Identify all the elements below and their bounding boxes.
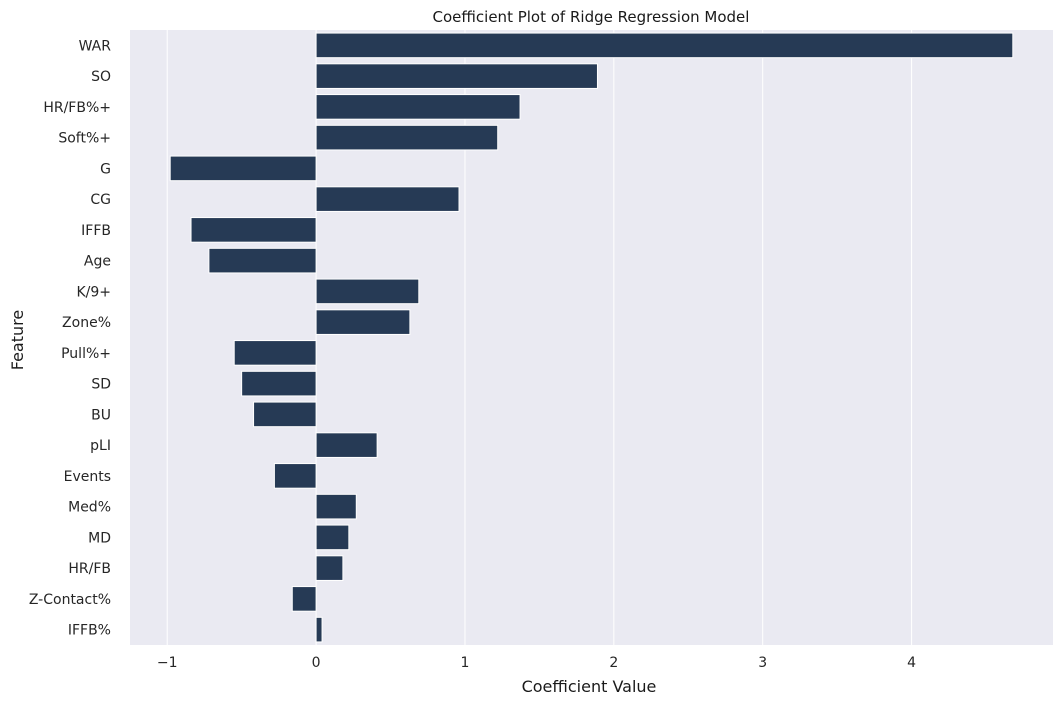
- chart-title: Coefficient Plot of Ridge Regression Mod…: [433, 8, 750, 26]
- y-tick-label: WAR: [79, 38, 112, 54]
- bar-iffb-: [315, 616, 323, 643]
- bar-med-: [315, 493, 357, 520]
- y-tick-label: G: [100, 161, 111, 177]
- bar-sd: [241, 370, 317, 397]
- bar-md: [315, 524, 350, 551]
- plot-background: [130, 30, 1053, 645]
- x-tick-labels: −1 0 1 2 3 4: [157, 655, 916, 671]
- y-tick-label: Soft%+: [58, 131, 111, 147]
- y-tick-label: Age: [84, 254, 111, 270]
- y-tick-label: pLI: [90, 438, 111, 454]
- y-tick-label: BU: [91, 407, 111, 423]
- y-tick-label: K/9+: [76, 284, 111, 300]
- y-tick-label: Z-Contact%: [29, 592, 111, 608]
- y-tick-label: SO: [91, 69, 111, 85]
- bar-bu: [253, 401, 317, 428]
- y-tick-labels: WAR SO HR/FB%+ Soft%+ G CG IFFB Age K/9+ Zone% Pul…: [29, 38, 111, 638]
- y-tick-label: IFFB%: [68, 623, 111, 639]
- y-tick-label: Med%: [68, 500, 111, 516]
- bar-so: [315, 63, 598, 89]
- bar-pli: [315, 432, 378, 458]
- bar-hr-fb-: [315, 94, 521, 120]
- bar-g: [169, 155, 317, 182]
- bar-pull-: [233, 340, 317, 366]
- x-tick-label: 1: [460, 655, 469, 671]
- y-axis-label: Feature: [8, 310, 27, 370]
- bar-cg: [315, 186, 460, 212]
- y-tick-label: CG: [90, 192, 111, 208]
- y-tick-label: IFFB: [81, 223, 111, 239]
- x-axis-label: Coefficient Value: [522, 677, 657, 696]
- x-tick-label: 2: [609, 655, 618, 671]
- bar-iffb: [190, 217, 317, 243]
- bar-hr-fb: [315, 555, 344, 581]
- bar-z-contact-: [291, 586, 317, 612]
- y-tick-label: MD: [88, 530, 111, 546]
- x-tick-label: 4: [907, 655, 916, 671]
- y-tick-label: HR/FB%+: [43, 100, 111, 116]
- x-tick-label: 0: [312, 655, 321, 671]
- y-tick-label: Zone%: [62, 315, 111, 331]
- y-tick-label: SD: [91, 377, 111, 393]
- y-tick-label: Events: [64, 469, 111, 485]
- x-tick-label: −1: [157, 655, 178, 671]
- y-tick-label: Pull%+: [61, 346, 111, 362]
- y-tick-label: HR/FB: [68, 561, 111, 577]
- bar-soft-: [315, 124, 499, 151]
- x-tick-label: 3: [758, 655, 767, 671]
- bar-events: [273, 463, 317, 489]
- bar-war: [315, 32, 1014, 59]
- bars: [169, 32, 1014, 643]
- bar-age: [208, 247, 317, 274]
- bar-zone-: [315, 309, 411, 335]
- bar-k-9-: [315, 278, 420, 305]
